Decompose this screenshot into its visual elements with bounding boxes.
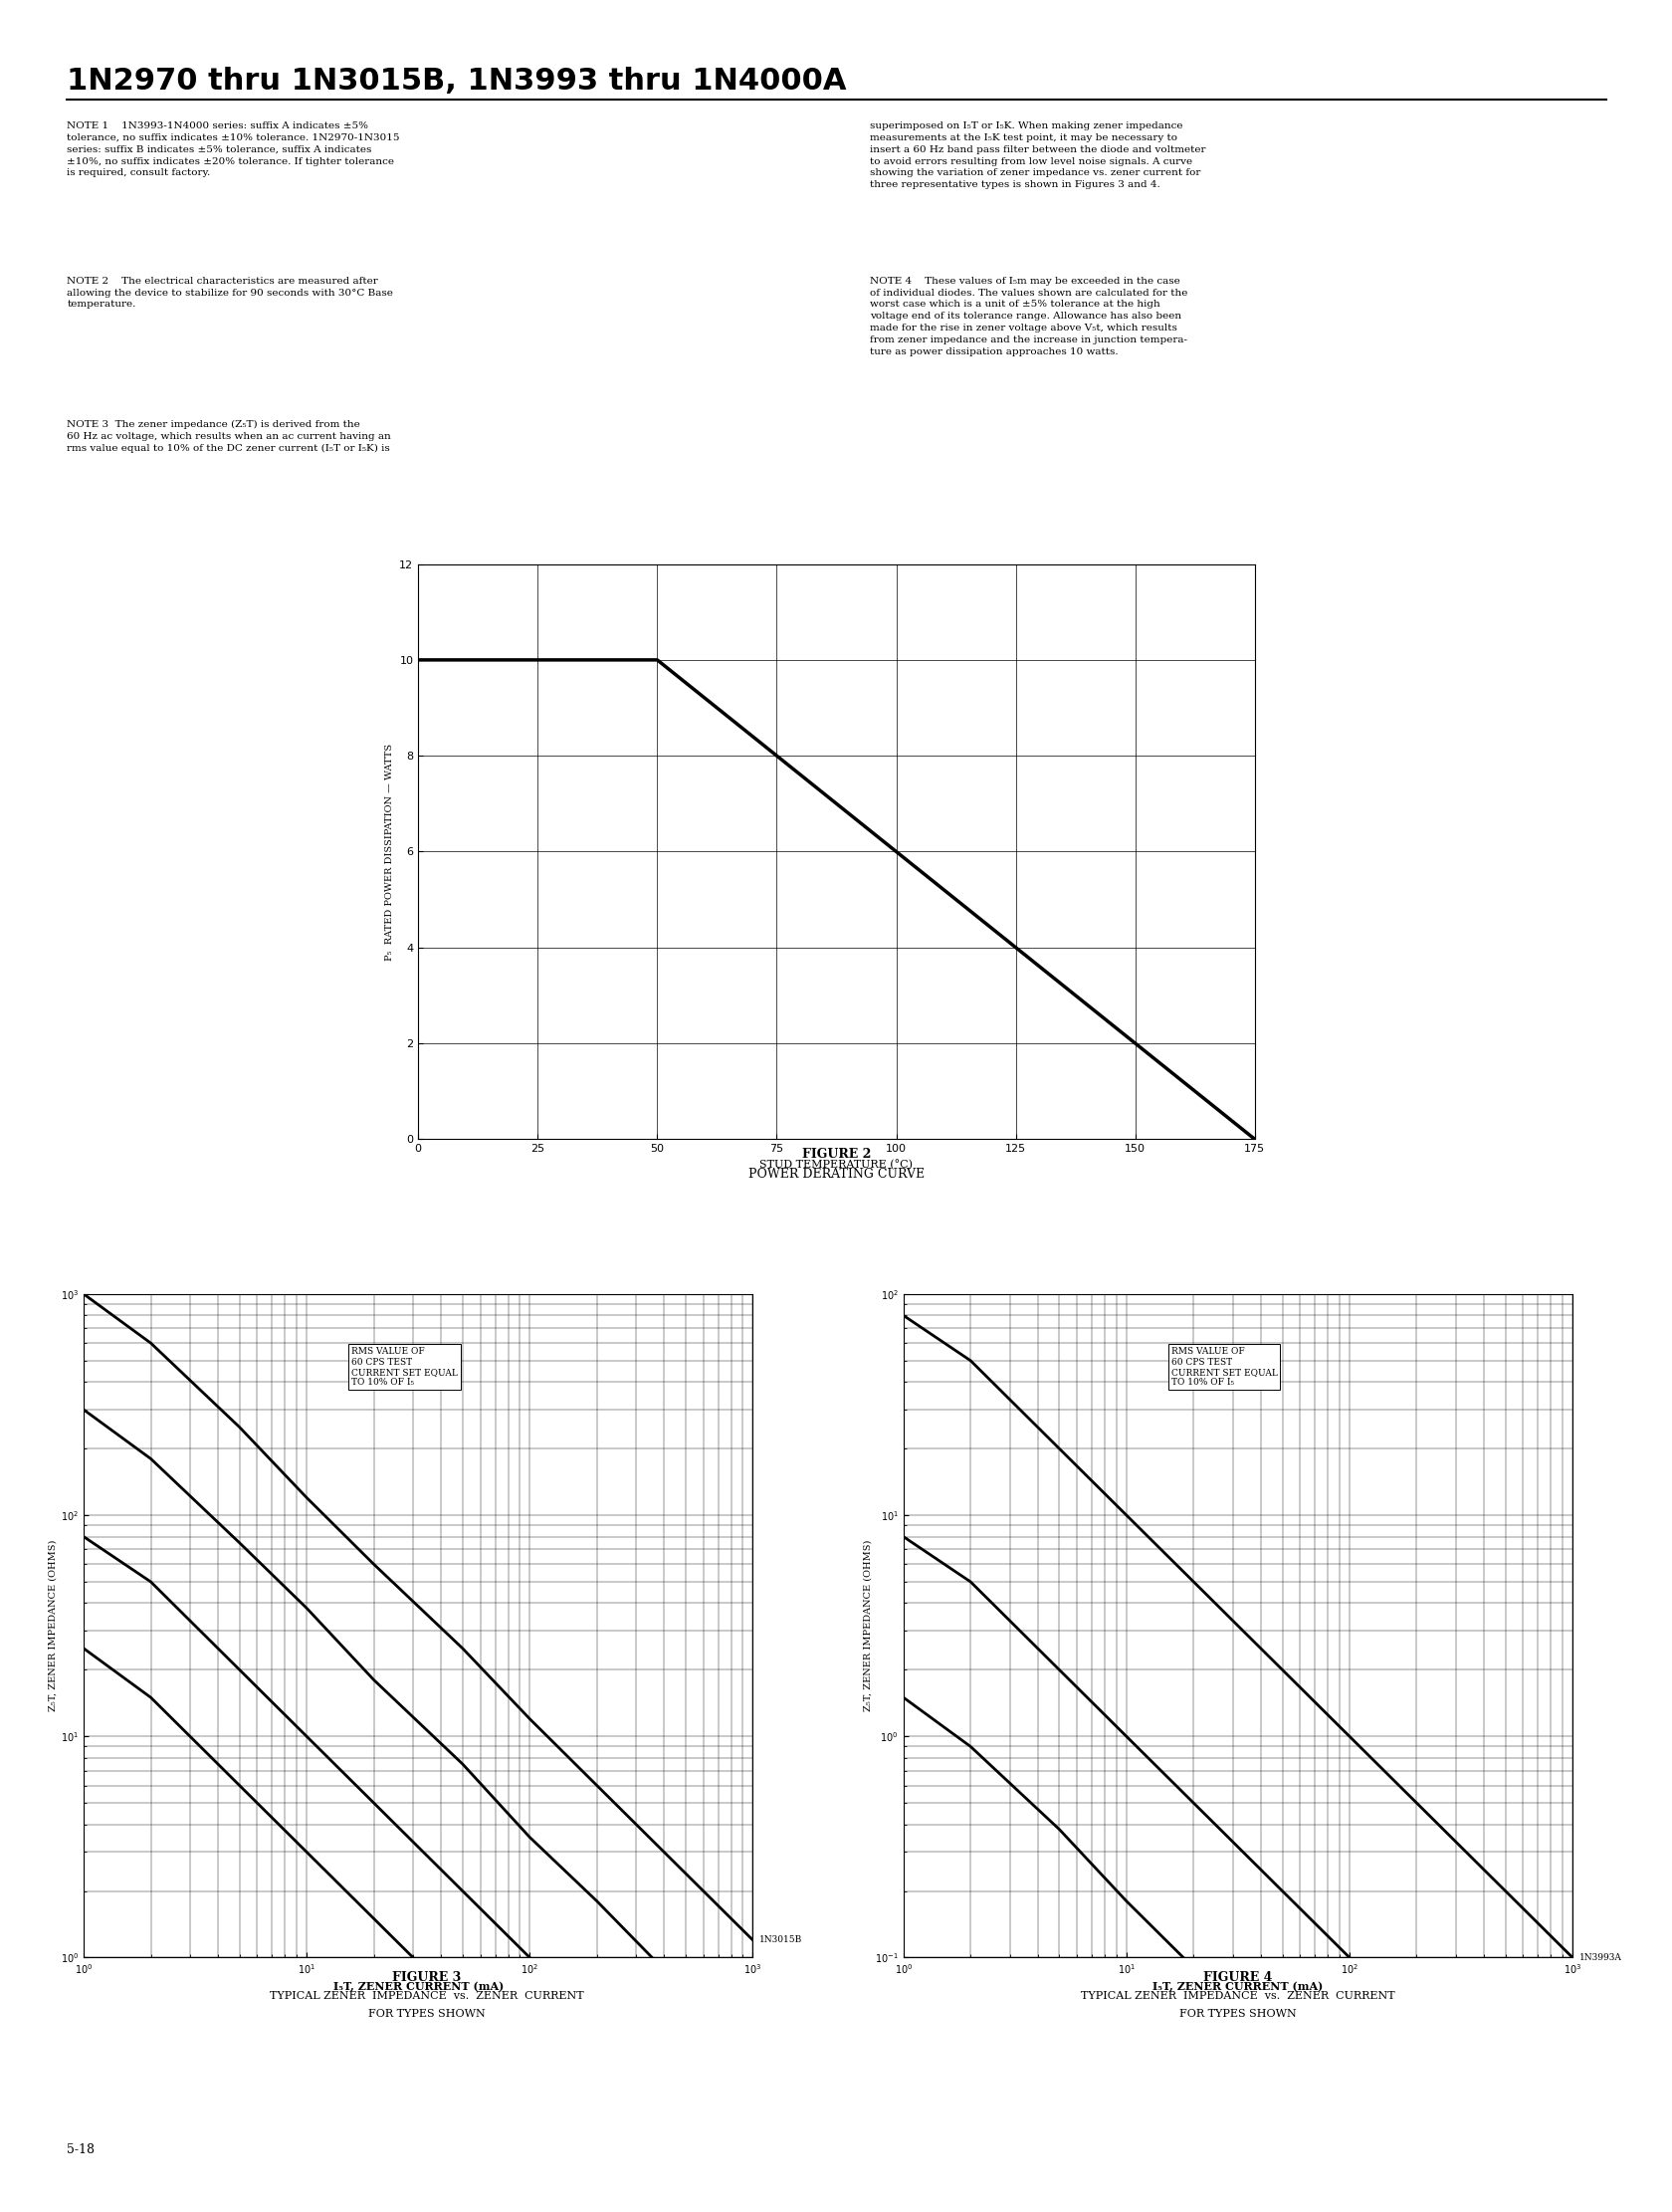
Text: FOR TYPES SHOWN: FOR TYPES SHOWN bbox=[368, 2008, 485, 2020]
Text: RMS VALUE OF
60 CPS TEST
CURRENT SET EQUAL
TO 10% OF I₅: RMS VALUE OF 60 CPS TEST CURRENT SET EQU… bbox=[1170, 1347, 1277, 1387]
Text: TYPICAL ZENER  IMPEDANCE  vs.  ZENER  CURRENT: TYPICAL ZENER IMPEDANCE vs. ZENER CURREN… bbox=[269, 1991, 584, 2002]
X-axis label: I₅T, ZENER CURRENT (mA): I₅T, ZENER CURRENT (mA) bbox=[1152, 1982, 1323, 1993]
Text: superimposed on I₅T or I₅K. When making zener impedance
measurements at the I₅K : superimposed on I₅T or I₅K. When making … bbox=[869, 122, 1206, 190]
Text: FIGURE 3: FIGURE 3 bbox=[391, 1971, 461, 1984]
Text: NOTE 4    These values of I₅m may be exceeded in the case
of individual diodes. : NOTE 4 These values of I₅m may be exceed… bbox=[869, 276, 1187, 356]
X-axis label: STUD TEMPERATURE (°C): STUD TEMPERATURE (°C) bbox=[759, 1159, 913, 1170]
Y-axis label: Z₅T, ZENER IMPEDANCE (OHMS): Z₅T, ZENER IMPEDANCE (OHMS) bbox=[863, 1540, 871, 1712]
Text: FIGURE 4: FIGURE 4 bbox=[1202, 1971, 1272, 1984]
Text: NOTE 3  The zener impedance (Z₅T) is derived from the
60 Hz ac voltage, which re: NOTE 3 The zener impedance (Z₅T) is deri… bbox=[67, 420, 391, 453]
Text: RMS VALUE OF
60 CPS TEST
CURRENT SET EQUAL
TO 10% OF I₅: RMS VALUE OF 60 CPS TEST CURRENT SET EQU… bbox=[351, 1347, 458, 1387]
Text: 1N2970 thru 1N3015B, 1N3993 thru 1N4000A: 1N2970 thru 1N3015B, 1N3993 thru 1N4000A bbox=[67, 66, 846, 95]
Y-axis label: Z₅T, ZENER IMPEDANCE (OHMS): Z₅T, ZENER IMPEDANCE (OHMS) bbox=[48, 1540, 59, 1712]
Text: 1N3993A: 1N3993A bbox=[1578, 1953, 1622, 1962]
Text: NOTE 2    The electrical characteristics are measured after
allowing the device : NOTE 2 The electrical characteristics ar… bbox=[67, 276, 393, 310]
X-axis label: I₅T, ZENER CURRENT (mA): I₅T, ZENER CURRENT (mA) bbox=[333, 1982, 503, 1993]
Text: 5-18: 5-18 bbox=[67, 2143, 95, 2157]
Text: TYPICAL ZENER  IMPEDANCE  vs.  ZENER  CURRENT: TYPICAL ZENER IMPEDANCE vs. ZENER CURREN… bbox=[1080, 1991, 1394, 2002]
Text: FOR TYPES SHOWN: FOR TYPES SHOWN bbox=[1179, 2008, 1296, 2020]
Y-axis label: P₅  RATED POWER DISSIPATION — WATTS: P₅ RATED POWER DISSIPATION — WATTS bbox=[385, 743, 393, 960]
Text: NOTE 1    1N3993-1N4000 series: suffix A indicates ±5%
tolerance, no suffix indi: NOTE 1 1N3993-1N4000 series: suffix A in… bbox=[67, 122, 400, 177]
Text: POWER DERATING CURVE: POWER DERATING CURVE bbox=[747, 1168, 925, 1181]
Text: 1N3015B: 1N3015B bbox=[759, 1936, 803, 1944]
Text: FIGURE 2: FIGURE 2 bbox=[801, 1148, 871, 1161]
